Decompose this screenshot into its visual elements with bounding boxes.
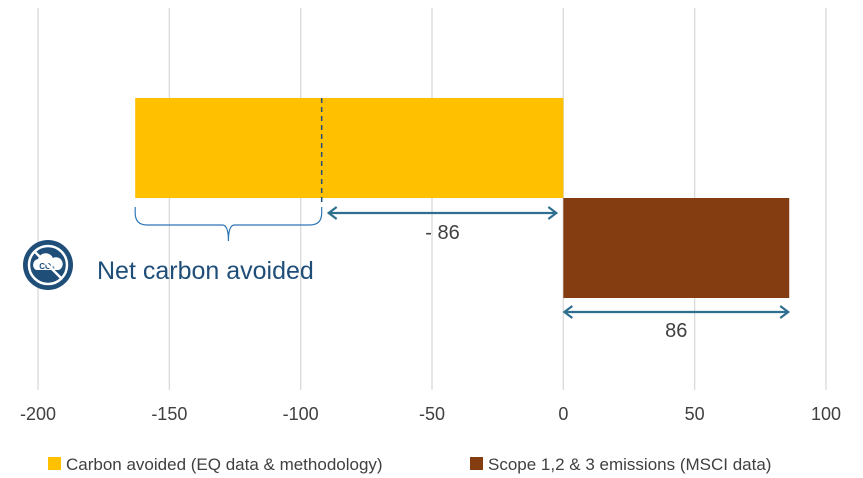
arrow-positive — [562, 305, 791, 319]
legend-label-carbon-avoided: Carbon avoided (EQ data & methodology) — [66, 455, 383, 474]
arrow-head-left — [326, 206, 338, 220]
net-carbon-avoided-label: Net carbon avoided — [97, 257, 314, 285]
co2-badge-text: CO₂ — [39, 262, 55, 271]
net-brace — [134, 207, 323, 242]
arrow-head-right — [547, 206, 559, 220]
x-tick-label: 100 — [811, 404, 841, 424]
x-tick-label: -200 — [20, 404, 56, 424]
arrow-negative — [326, 206, 559, 220]
bar-scope-emissions — [563, 198, 790, 298]
x-tick-label: -150 — [151, 404, 187, 424]
x-tick-label: -50 — [419, 404, 445, 424]
legend: Carbon avoided (EQ data & methodology) S… — [48, 455, 771, 474]
x-tick-label: -100 — [283, 404, 319, 424]
arrow-negative-label: - 86 — [425, 222, 459, 244]
legend-swatch-carbon-avoided — [48, 457, 61, 470]
legend-label-scope-emissions: Scope 1,2 & 3 emissions (MSCI data) — [488, 455, 771, 474]
arrow-head-left — [562, 305, 573, 319]
x-tick-label: 50 — [685, 404, 705, 424]
x-axis-ticks: -200 -150 -100 -50 0 50 100 — [20, 404, 841, 424]
co2-no-icon: CO₂ — [23, 240, 73, 290]
arrow-positive-label: 86 — [665, 320, 687, 342]
legend-swatch-scope-emissions — [470, 457, 483, 470]
x-tick-label: 0 — [558, 404, 568, 424]
bar-carbon-avoided — [135, 98, 564, 198]
arrow-head-right — [779, 305, 791, 319]
